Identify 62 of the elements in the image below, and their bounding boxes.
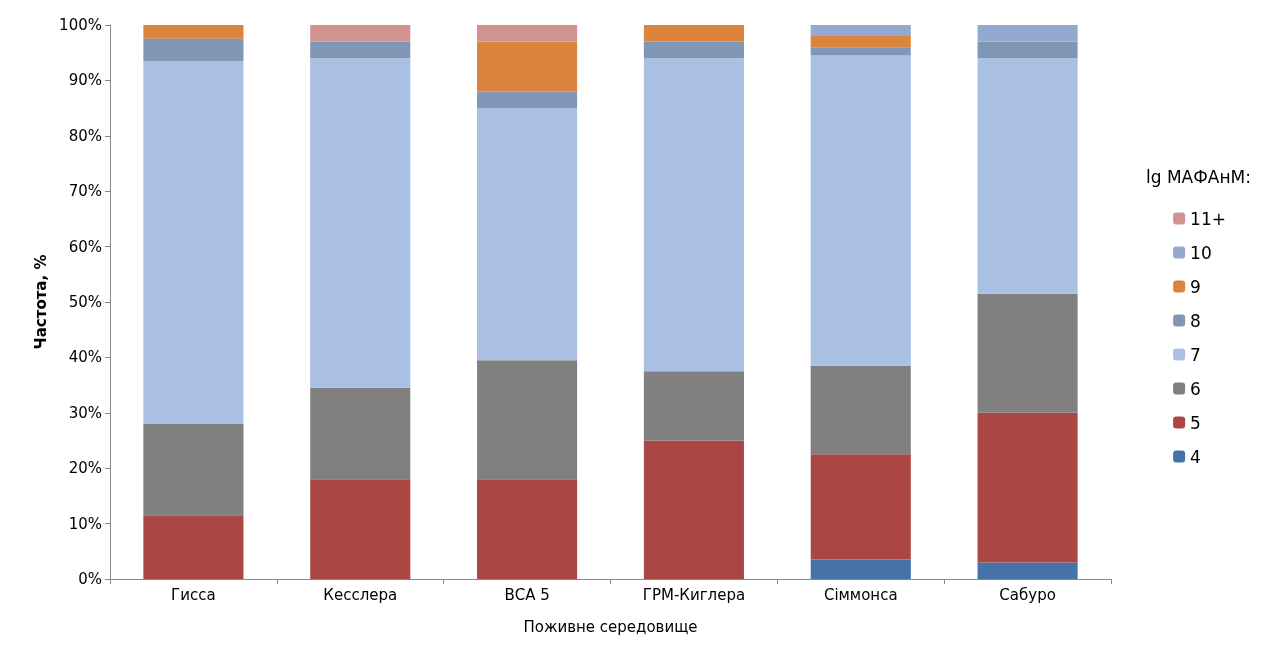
legend-label: 6 [1190, 378, 1201, 399]
x-axis-title: Поживне середовище [523, 617, 698, 636]
legend-label: 7 [1190, 344, 1201, 365]
bar [310, 58, 411, 388]
bar [810, 454, 911, 560]
x-tick-label: ВСА 5 [504, 585, 550, 604]
bar [810, 36, 911, 48]
bar [977, 41, 1078, 59]
bar [310, 41, 411, 59]
bar [310, 25, 411, 42]
y-tick-label: 30% [68, 403, 102, 422]
y-tick-label: 20% [68, 459, 102, 478]
bar [643, 41, 744, 59]
bar [477, 25, 578, 42]
y-tick-label: 0% [78, 570, 102, 588]
y-tick-label: 10% [68, 514, 102, 533]
bar [477, 479, 578, 579]
x-tick-label: Гисса [171, 585, 216, 604]
bar [643, 25, 744, 42]
legend-label: 9 [1190, 276, 1201, 297]
y-tick-label: 40% [68, 348, 102, 367]
bar [643, 440, 744, 579]
y-tick-label: 90% [68, 71, 102, 90]
bar [810, 55, 911, 366]
x-tick-label: ГРМ-Киглера [642, 585, 746, 604]
bar [977, 58, 1078, 294]
y-tick-label: 100% [59, 16, 102, 34]
legend-label: 5 [1190, 412, 1201, 433]
bar [310, 479, 411, 579]
y-tick-label: 60% [68, 237, 102, 256]
legend-label: 11+ [1190, 208, 1227, 229]
bar [477, 91, 578, 109]
bar [977, 293, 1078, 413]
bar [143, 25, 244, 39]
legend-label: 8 [1190, 310, 1201, 331]
bar [143, 38, 244, 62]
x-tick-label: Кесслера [323, 585, 398, 604]
bar [810, 25, 911, 37]
bar [477, 108, 578, 361]
bar [810, 365, 911, 455]
bar [143, 423, 244, 516]
y-tick-label: 80% [68, 126, 102, 145]
bar [643, 371, 744, 441]
bar [143, 61, 244, 424]
y-tick-label: 50% [68, 293, 102, 311]
bar [143, 515, 244, 579]
bar [477, 41, 578, 92]
legend-title: lg МАФАнМ: [1146, 166, 1252, 187]
bar [477, 360, 578, 480]
legend-label: 4 [1190, 446, 1201, 467]
bar [977, 412, 1078, 563]
bar [643, 58, 744, 372]
y-axis-title: Частота, % [31, 254, 50, 350]
x-tick-label: Сіммонса [823, 585, 898, 604]
bar [977, 25, 1078, 42]
bar [977, 562, 1078, 579]
bar [810, 559, 911, 579]
x-tick-label: Сабуро [999, 585, 1056, 604]
y-tick-label: 70% [68, 182, 102, 201]
legend-label: 10 [1190, 242, 1212, 263]
bar [310, 387, 411, 480]
bar [810, 47, 911, 56]
